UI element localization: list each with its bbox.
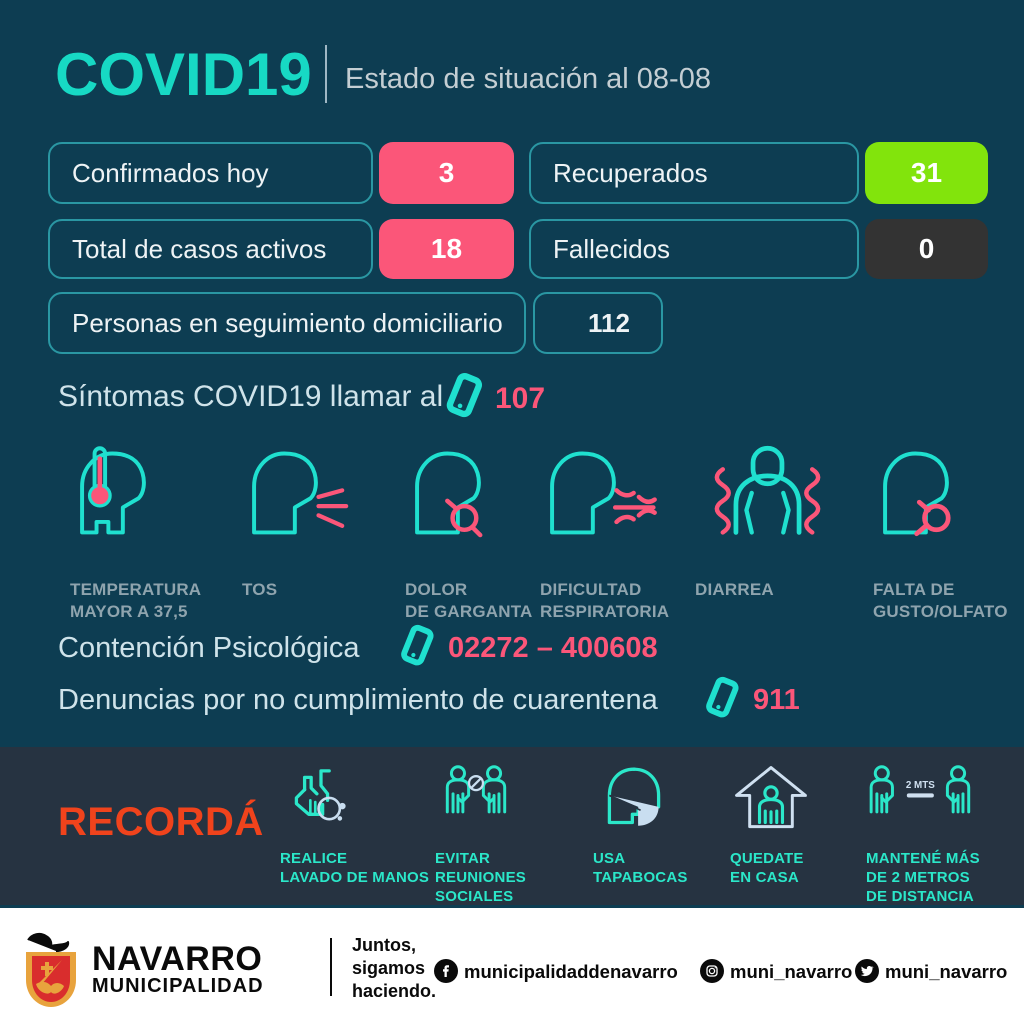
svg-text:2 MTS: 2 MTS: [906, 780, 935, 791]
